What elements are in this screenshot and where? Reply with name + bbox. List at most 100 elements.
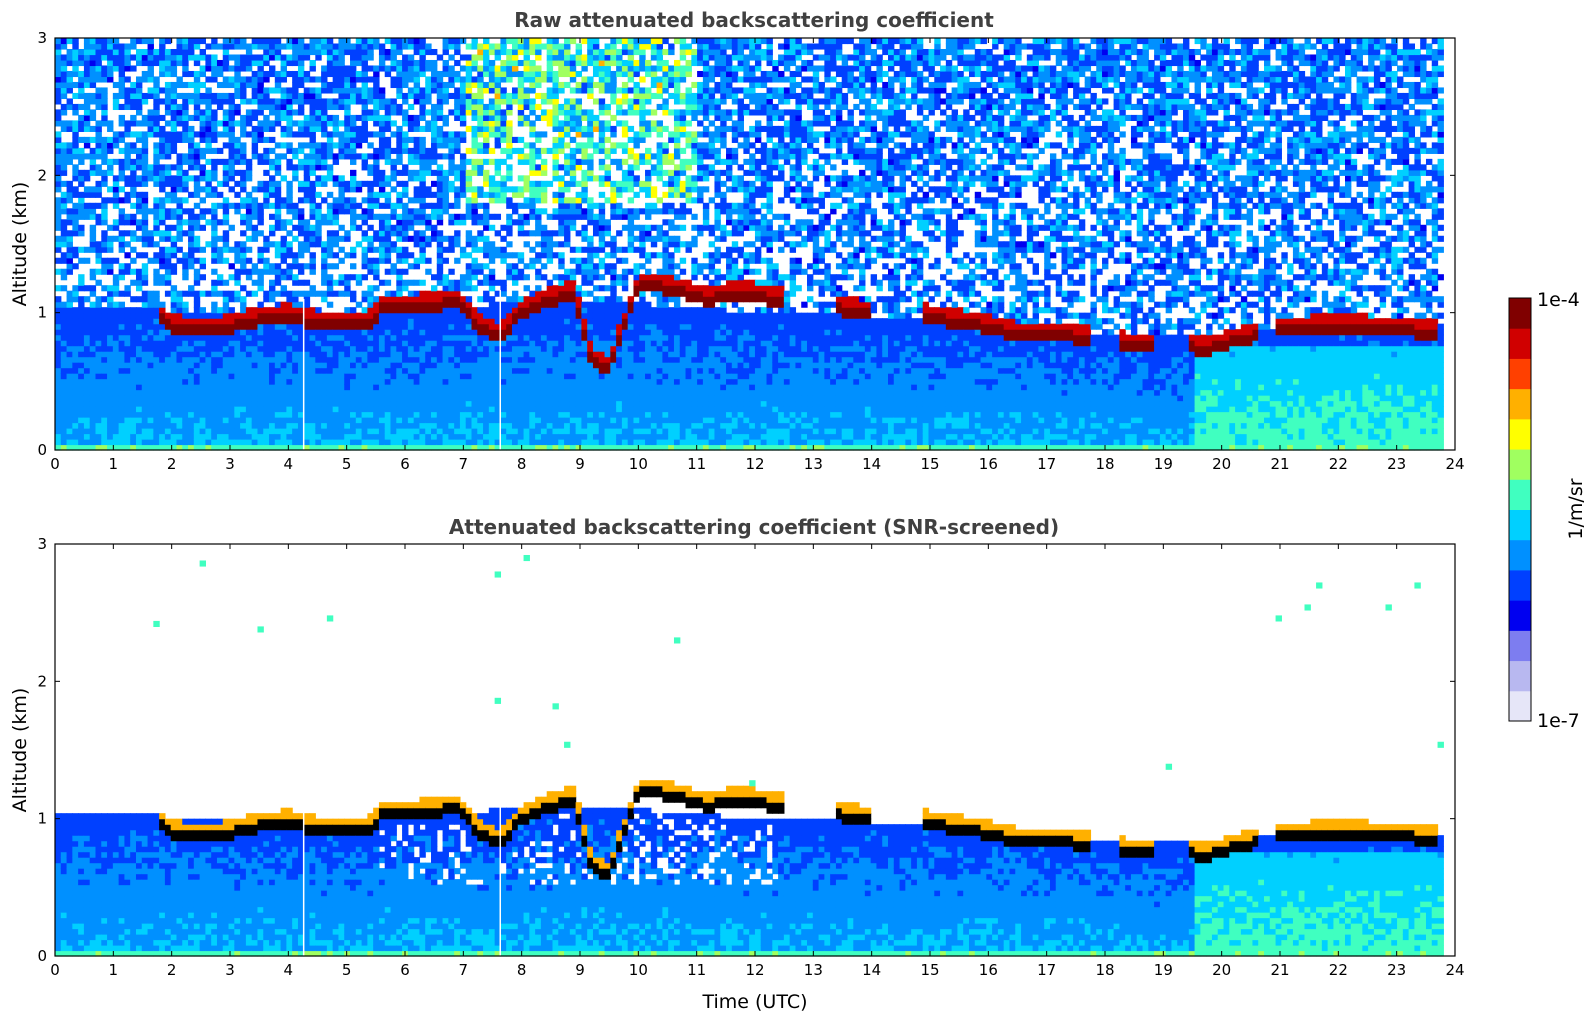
heatmap-cell bbox=[200, 368, 206, 374]
heatmap-cell bbox=[333, 263, 339, 269]
heatmap-cell bbox=[148, 43, 154, 49]
heatmap-cell bbox=[136, 153, 142, 159]
heatmap-cell bbox=[182, 412, 188, 418]
heatmap-cell bbox=[419, 307, 425, 313]
heatmap-cell bbox=[396, 401, 402, 407]
heatmap-cell bbox=[217, 291, 223, 297]
heatmap-cell bbox=[425, 318, 431, 324]
heatmap-cell bbox=[153, 428, 159, 434]
heatmap-cell bbox=[414, 148, 420, 154]
heatmap-cell bbox=[402, 434, 408, 440]
heatmap-cell bbox=[344, 126, 350, 132]
heatmap-cell bbox=[315, 324, 321, 330]
heatmap-cell bbox=[425, 236, 431, 242]
heatmap-cell bbox=[257, 137, 263, 143]
heatmap-cell bbox=[414, 192, 420, 198]
heatmap-cell bbox=[472, 115, 478, 121]
heatmap-cell bbox=[252, 434, 258, 440]
heatmap-cell bbox=[194, 373, 200, 379]
heatmap-cell bbox=[281, 412, 287, 418]
heatmap-cell bbox=[234, 313, 240, 319]
heatmap-cell bbox=[188, 208, 194, 214]
heatmap-cell bbox=[483, 439, 489, 445]
heatmap-cell bbox=[55, 225, 61, 231]
heatmap-cell bbox=[124, 335, 130, 341]
heatmap-cell bbox=[286, 390, 292, 396]
heatmap-cell bbox=[188, 247, 194, 253]
heatmap-cell bbox=[246, 225, 252, 231]
heatmap-cell bbox=[362, 104, 368, 110]
heatmap-cell bbox=[263, 401, 269, 407]
heatmap-cell bbox=[396, 324, 402, 330]
heatmap-cell bbox=[113, 291, 119, 297]
heatmap-cell bbox=[466, 412, 472, 418]
heatmap-cell bbox=[240, 318, 246, 324]
heatmap-cell bbox=[396, 390, 402, 396]
heatmap-cell bbox=[153, 340, 159, 346]
heatmap-cell bbox=[350, 401, 356, 407]
heatmap-cell bbox=[176, 395, 182, 401]
heatmap-cell bbox=[448, 318, 454, 324]
heatmap-cell bbox=[67, 60, 73, 66]
heatmap-cell bbox=[310, 153, 316, 159]
heatmap-cell bbox=[211, 324, 217, 330]
heatmap-cell bbox=[541, 379, 547, 385]
heatmap-cell bbox=[165, 379, 171, 385]
heatmap-cell bbox=[362, 417, 368, 423]
heatmap-cell bbox=[524, 318, 530, 324]
heatmap-cell bbox=[385, 98, 391, 104]
heatmap-cell bbox=[356, 417, 362, 423]
heatmap-cell bbox=[483, 241, 489, 247]
heatmap-cell bbox=[489, 324, 495, 330]
heatmap-cell bbox=[257, 439, 263, 445]
heatmap-cell bbox=[61, 54, 67, 60]
heatmap-cell bbox=[524, 417, 530, 423]
heatmap-cell bbox=[506, 417, 512, 423]
heatmap-cell bbox=[90, 214, 96, 220]
heatmap-cell bbox=[107, 346, 113, 352]
heatmap-cell bbox=[292, 252, 298, 258]
heatmap-cell bbox=[408, 362, 414, 368]
heatmap-cell bbox=[454, 280, 460, 286]
heatmap-cell bbox=[171, 115, 177, 121]
heatmap-cell bbox=[124, 60, 130, 66]
heatmap-cell bbox=[396, 428, 402, 434]
heatmap-cell bbox=[257, 71, 263, 77]
heatmap-cell bbox=[171, 417, 177, 423]
heatmap-cell bbox=[257, 214, 263, 220]
heatmap-cell bbox=[333, 65, 339, 71]
heatmap-cell bbox=[310, 93, 316, 99]
heatmap-cell bbox=[315, 351, 321, 357]
heatmap-cell bbox=[286, 351, 292, 357]
heatmap-cell bbox=[188, 43, 194, 49]
heatmap-cell bbox=[500, 390, 506, 396]
heatmap-cell bbox=[315, 126, 321, 132]
heatmap-cell bbox=[379, 214, 385, 220]
heatmap-cell bbox=[95, 307, 101, 313]
heatmap-cell bbox=[165, 49, 171, 55]
heatmap-cell bbox=[391, 439, 397, 445]
heatmap-cell bbox=[483, 368, 489, 374]
heatmap-cell bbox=[477, 76, 483, 82]
heatmap-cell bbox=[396, 296, 402, 302]
heatmap-cell bbox=[506, 269, 512, 275]
heatmap-cell bbox=[327, 379, 333, 385]
heatmap-cell bbox=[500, 159, 506, 165]
heatmap-cell bbox=[338, 76, 344, 82]
heatmap-cell bbox=[362, 423, 368, 429]
heatmap-cell bbox=[385, 340, 391, 346]
heatmap-cell bbox=[367, 373, 373, 379]
heatmap-cell bbox=[385, 109, 391, 115]
heatmap-cell bbox=[483, 214, 489, 220]
heatmap-cell bbox=[90, 439, 96, 445]
heatmap-cell bbox=[67, 406, 73, 412]
heatmap-cell bbox=[211, 280, 217, 286]
heatmap-cell bbox=[130, 203, 136, 209]
heatmap-cell bbox=[171, 214, 177, 220]
heatmap-cell bbox=[437, 153, 443, 159]
heatmap-cell bbox=[281, 428, 287, 434]
heatmap-cell bbox=[443, 439, 449, 445]
heatmap-cell bbox=[240, 269, 246, 275]
heatmap-cell bbox=[136, 346, 142, 352]
heatmap-cell bbox=[263, 170, 269, 176]
